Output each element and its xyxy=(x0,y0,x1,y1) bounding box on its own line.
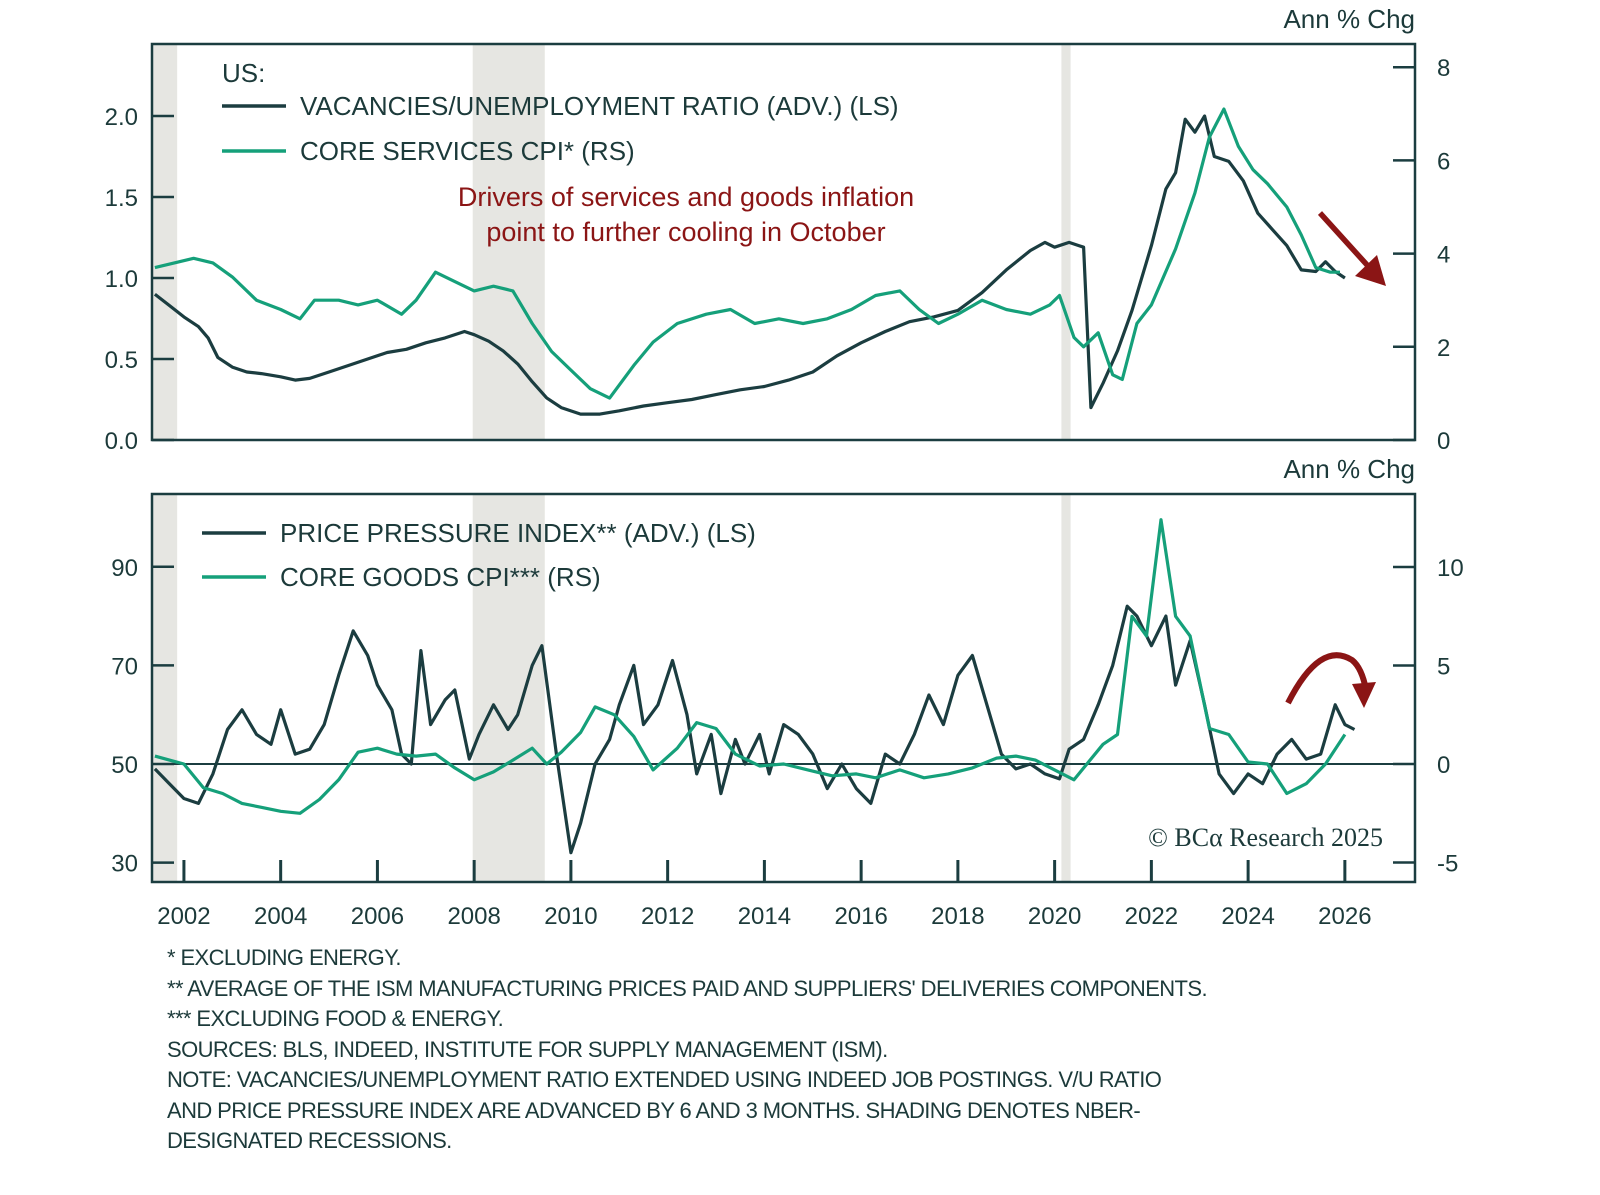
left-tick-label: 2.0 xyxy=(105,104,138,131)
left-tick-label: 1.5 xyxy=(105,185,138,212)
right-tick-label: 4 xyxy=(1437,242,1450,269)
right-tick-label: 6 xyxy=(1437,148,1450,175)
down-arrow-icon xyxy=(1317,211,1371,268)
x-tick-label: 2008 xyxy=(447,903,500,930)
x-tick-label: 2020 xyxy=(1028,903,1081,930)
left-tick-label: 0.0 xyxy=(105,428,138,455)
left-tick-label: 70 xyxy=(111,653,138,680)
top-panel: 0.0 0.5 1.0 1.5 2.0 0 2 4 6 8 Ann % Chg US: VACANCIE… xyxy=(105,4,1451,455)
footnote-1: * EXCLUDING ENERGY. xyxy=(167,945,402,970)
right-tick-label: 0 xyxy=(1437,752,1450,779)
panel-title: US: xyxy=(222,58,265,88)
left-tick-label: 30 xyxy=(111,851,138,878)
footnote-2: ** AVERAGE OF THE ISM MANUFACTURING PRIC… xyxy=(167,975,1208,1001)
footnote-note-1: NOTE: VACANCIES/UNEMPLOYMENT RATIO EXTEN… xyxy=(167,1067,1162,1092)
footnotes: * EXCLUDING ENERGY. ** AVERAGE OF THE IS… xyxy=(167,943,1547,1157)
right-tick-label: 10 xyxy=(1437,555,1464,582)
plot-frame xyxy=(150,42,1417,442)
curved-arrow-icon xyxy=(1285,652,1369,705)
x-tick-label: 2002 xyxy=(157,903,210,930)
x-axis-labels: 2002 2004 2006 2008 2010 2012 2014 2016 2018 2020… xyxy=(157,903,1371,930)
left-tick-label: 0.5 xyxy=(105,347,138,374)
recession-shading xyxy=(152,494,178,882)
x-tick-label: 2004 xyxy=(254,903,307,930)
x-tick-label: 2016 xyxy=(834,903,887,930)
x-tick-label: 2010 xyxy=(544,903,597,930)
curved-arrow-head-icon xyxy=(1352,682,1376,708)
x-tick-label: 2014 xyxy=(738,903,791,930)
watermark: © BCα Research 2025 xyxy=(1148,823,1383,852)
x-tick-label: 2006 xyxy=(351,903,404,930)
left-tick-label: 50 xyxy=(111,752,138,779)
left-tick-label: 1.0 xyxy=(105,266,138,293)
right-axis-title: Ann % Chg xyxy=(1283,454,1415,484)
legend-label: VACANCIES/UNEMPLOYMENT RATIO (ADV.) (LS) xyxy=(300,91,899,121)
recession-shading xyxy=(152,44,178,440)
bottom-panel: 30 50 70 90 -5 0 5 10 Ann % Chg PRICE PRESSURE IN… xyxy=(111,454,1464,884)
down-arrow-head-icon xyxy=(1355,255,1386,286)
x-tick-label: 2012 xyxy=(641,903,694,930)
series-line-rs xyxy=(154,518,1347,815)
legend-label: CORE SERVICES CPI* (RS) xyxy=(300,136,635,166)
right-tick-label: 5 xyxy=(1437,654,1450,681)
recession-shading xyxy=(1061,494,1071,882)
x-tick-label: 2022 xyxy=(1125,903,1178,930)
right-tick-label: 2 xyxy=(1437,335,1450,362)
right-tick-label: -5 xyxy=(1437,851,1458,878)
footnote-sources: SOURCES: BLS, INDEED, INSTITUTE FOR SUPP… xyxy=(167,1036,888,1062)
right-tick-label: 8 xyxy=(1437,55,1450,82)
left-tick-label: 90 xyxy=(111,555,138,582)
chart-figure: 0.0 0.5 1.0 1.5 2.0 0 2 4 6 8 Ann % Chg US: VACANCIE… xyxy=(105,4,1464,930)
recession-shading xyxy=(472,494,545,882)
footnote-3: *** EXCLUDING FOOD & ENERGY. xyxy=(167,1006,504,1031)
series-line-rs xyxy=(154,107,1340,400)
x-tick-label: 2018 xyxy=(931,903,984,930)
right-axis-title: Ann % Chg xyxy=(1283,4,1415,34)
annotation-line-1: Drivers of services and goods inflation xyxy=(458,182,914,212)
footnote-note-3: DESIGNATED RECESSIONS. xyxy=(167,1128,452,1153)
x-tick-label: 2026 xyxy=(1318,903,1371,930)
x-tick-label: 2024 xyxy=(1221,903,1274,930)
footnote-note-2: AND PRICE PRESSURE INDEX ARE ADVANCED BY… xyxy=(167,1097,1141,1123)
series-line-ls xyxy=(153,604,1356,855)
legend-label: PRICE PRESSURE INDEX** (ADV.) (LS) xyxy=(280,518,756,548)
plot-frame xyxy=(150,492,1417,884)
right-tick-label: 0 xyxy=(1437,428,1450,455)
recession-shading xyxy=(472,44,545,440)
legend-label: CORE GOODS CPI*** (RS) xyxy=(280,562,601,592)
annotation-line-2: point to further cooling in October xyxy=(486,217,885,247)
series-line-ls xyxy=(153,114,1346,416)
